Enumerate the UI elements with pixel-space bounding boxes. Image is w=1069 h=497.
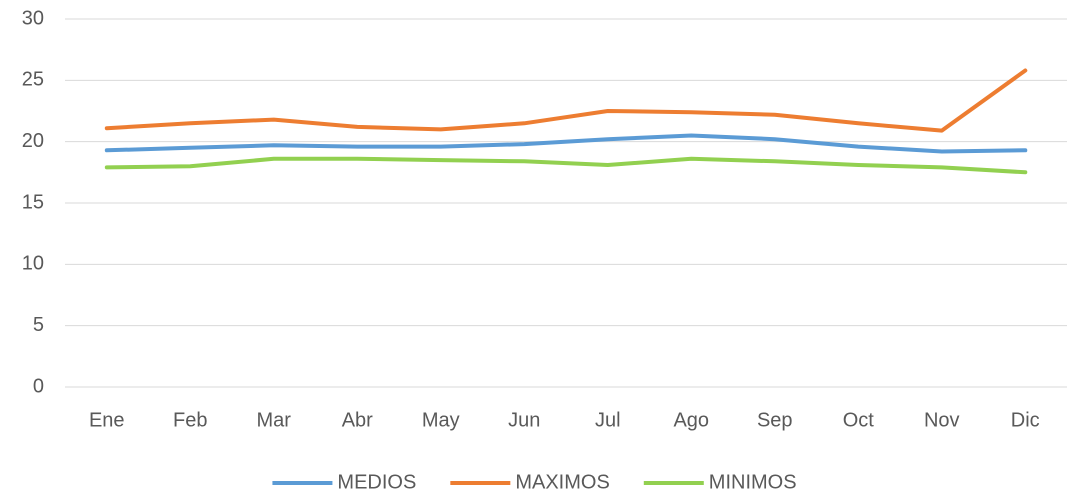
y-tick-label: 30 <box>22 7 44 29</box>
x-tick-label: Feb <box>173 409 207 431</box>
x-tick-label: Abr <box>342 409 373 431</box>
data-line <box>104 133 1028 154</box>
y-tick-label: 10 <box>22 253 44 275</box>
legend-label: MAXIMOS <box>515 471 609 493</box>
data-line <box>104 156 1028 175</box>
y-tick-label: 0 <box>33 375 44 397</box>
legend-label: MINIMOS <box>709 471 797 493</box>
x-tick-label: Jul <box>595 409 621 431</box>
x-tick-label: Sep <box>757 409 793 431</box>
y-tick-label: 15 <box>22 191 44 213</box>
x-tick-label: Oct <box>843 409 875 431</box>
x-tick-label: May <box>422 409 460 431</box>
y-tick-label: 5 <box>33 314 44 336</box>
legend-label: MEDIOS <box>337 471 416 493</box>
x-tick-label: Ago <box>673 409 709 431</box>
x-tick-label: Nov <box>924 409 960 431</box>
x-tick-label: Dic <box>1011 409 1040 431</box>
data-line <box>104 68 1028 133</box>
y-tick-label: 25 <box>22 69 44 91</box>
y-tick-label: 20 <box>22 130 44 152</box>
x-tick-label: Mar <box>257 409 292 431</box>
x-tick-label: Ene <box>89 409 125 431</box>
x-tick-label: Jun <box>508 409 540 431</box>
